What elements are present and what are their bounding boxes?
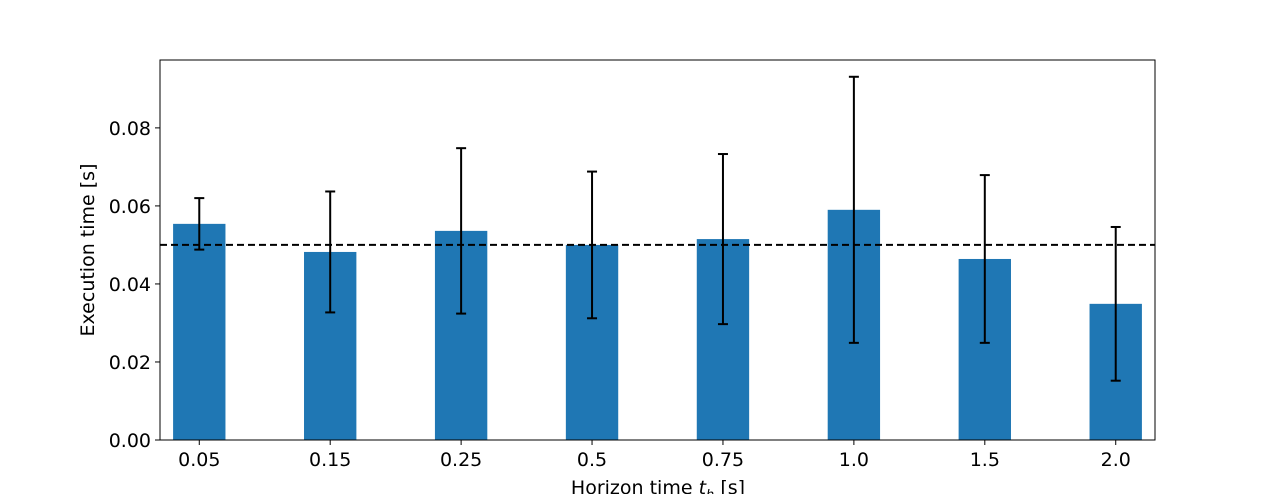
y-tick-label: 0.04 xyxy=(109,274,151,296)
y-tick-label: 0.08 xyxy=(109,118,151,140)
plot-frame xyxy=(159,59,1156,441)
x-tick-label: 0.25 xyxy=(440,449,482,471)
x-label-unit: [s] xyxy=(720,477,745,494)
y-tick-label: 0.02 xyxy=(109,352,151,374)
x-axis-label: Horizon time th [s] xyxy=(571,477,745,494)
x-tick-label: 0.15 xyxy=(309,449,351,471)
x-tick-label: 2.0 xyxy=(1101,449,1131,471)
x-tick-label: 1.5 xyxy=(970,449,1000,471)
x-label-text: Horizon time xyxy=(571,477,693,494)
x-tick-label: 1.0 xyxy=(839,449,869,471)
x-tick-label: 0.75 xyxy=(702,449,744,471)
bar xyxy=(173,223,226,440)
x-tick-label: 0.05 xyxy=(178,449,220,471)
y-tick-label: 0.00 xyxy=(109,430,151,452)
x-tick-label: 0.5 xyxy=(577,449,607,471)
y-axis-label: Execution time [s] xyxy=(77,164,99,337)
x-label-var: t xyxy=(699,477,708,494)
y-tick-label: 0.06 xyxy=(109,196,151,218)
x-label-sub: h xyxy=(706,488,714,494)
